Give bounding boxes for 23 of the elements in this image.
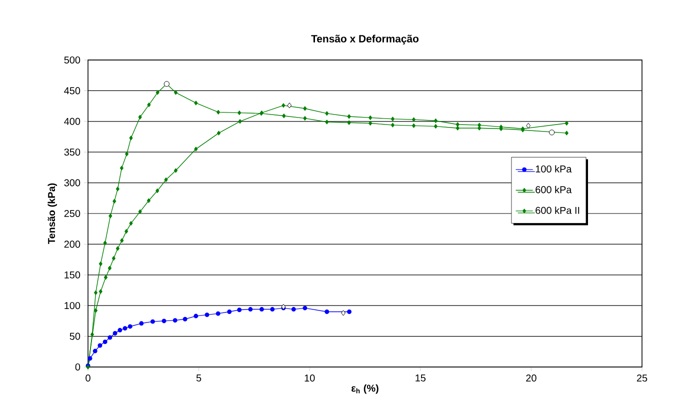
y-tick-label: 200 xyxy=(64,240,80,248)
y-tick-label: 100 xyxy=(64,302,80,310)
y-axis-title: Tensão (kPa) xyxy=(48,183,58,244)
x-tick-label: 5 xyxy=(196,374,202,382)
y-tick-label: 0 xyxy=(75,363,80,371)
y-tick-label: 50 xyxy=(70,332,80,340)
chart-title: Tensão x Deformação xyxy=(311,34,419,44)
x-axis-title: ε$_{h}$ (%) xyxy=(352,384,378,394)
x-tick-label: 10 xyxy=(304,374,315,382)
x-tick-label: 20 xyxy=(526,374,536,382)
legend-label: 100 kPa xyxy=(536,165,572,173)
x-tick-label: 0 xyxy=(86,374,90,382)
y-tick-label: 400 xyxy=(64,118,80,125)
y-tick-label: 300 xyxy=(64,179,80,186)
y-tick-label: 150 xyxy=(64,271,80,278)
legend-label: 600 kPa xyxy=(536,186,572,194)
y-tick-label: 450 xyxy=(64,87,80,94)
y-tick-label: 350 xyxy=(64,148,80,156)
y-tick-label: 500 xyxy=(64,56,80,64)
y-tick-label: 250 xyxy=(64,210,80,218)
x-tick-label: 15 xyxy=(416,374,426,382)
legend-label: 600 kPa II xyxy=(536,206,580,214)
x-tick-label: 25 xyxy=(636,374,648,382)
